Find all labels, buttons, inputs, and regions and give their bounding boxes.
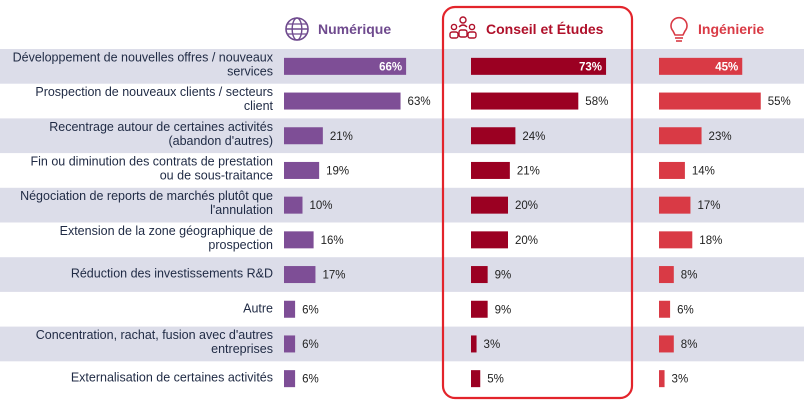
bar-numerique: [284, 57, 407, 75]
people-network-icon: [449, 16, 477, 39]
value-label-conseil-et-etudes: 20%: [515, 235, 538, 247]
row-label: Fin ou diminution des contrats de presta…: [31, 154, 274, 182]
header-numerique: Numérique: [285, 17, 391, 41]
bar-numerique: [284, 161, 320, 179]
header-ingenierie: Ingénierie: [670, 16, 764, 42]
bar-conseil-et-etudes: [471, 370, 481, 388]
value-label-ingenierie: 14%: [692, 165, 715, 177]
row-label: Prospection de nouveaux clients / secteu…: [35, 85, 273, 113]
bar-ingenierie: [659, 231, 693, 249]
bar-numerique: [284, 370, 296, 388]
bar-conseil-et-etudes: [471, 161, 510, 179]
bar-numerique: [284, 335, 296, 353]
bars: [284, 57, 761, 388]
header-label-numerique: Numérique: [318, 21, 391, 37]
value-label-conseil-et-etudes: 20%: [515, 200, 538, 212]
bar-conseil-et-etudes: [471, 335, 477, 353]
bar-ingenierie: [659, 266, 674, 284]
column-headers: Numérique Conseil et Études Ingénierie: [285, 16, 764, 42]
value-label-numerique: 6%: [302, 339, 319, 351]
bar-ingenierie: [659, 300, 671, 318]
header-conseil: Conseil et Études: [449, 16, 604, 39]
bar-ingenierie: [659, 335, 674, 353]
bar-numerique: [284, 231, 314, 249]
row-label: Réduction des investissements R&D: [71, 267, 273, 281]
row-label: Recentrage autour de certaines activités…: [49, 120, 273, 148]
row-label: Extension de la zone géographique de pros…: [60, 224, 273, 252]
value-label-numerique: 63%: [408, 96, 431, 108]
value-label-conseil-et-etudes: 73%: [579, 61, 602, 73]
value-label-conseil-et-etudes: 3%: [484, 339, 501, 351]
value-label-ingenierie: 8%: [681, 339, 698, 351]
highlight-box: [441, 5, 634, 400]
value-label-ingenierie: 3%: [672, 374, 689, 386]
value-label-numerique: 6%: [302, 374, 319, 386]
header-label-conseil: Conseil et Études: [486, 21, 604, 37]
header-label-ingenierie: Ingénierie: [698, 21, 764, 37]
value-label-ingenierie: 23%: [709, 131, 732, 143]
bar-conseil-et-etudes: [471, 57, 607, 75]
row-labels: Développement de nouvelles offres / nouv…: [13, 50, 274, 384]
bar-ingenierie: [659, 196, 691, 214]
value-labels: 66% 63% 21% 19% 10% 16% 17% 6% 6% 6% 73% 58% 24% 21% 2…: [302, 61, 791, 385]
value-label-conseil-et-etudes: 24%: [522, 131, 545, 143]
bar-ingenierie: [659, 161, 685, 179]
row-label: Autre: [243, 301, 273, 315]
bar-numerique: [284, 127, 323, 145]
bar-ingenierie: [659, 57, 743, 75]
highlight-frame: [441, 5, 634, 400]
bar-ingenierie: [659, 127, 702, 145]
bar-numerique: [284, 300, 296, 318]
value-label-ingenierie: 55%: [768, 96, 791, 108]
bar-numerique: [284, 196, 303, 214]
bar-conseil-et-etudes: [471, 266, 488, 284]
bar-conseil-et-etudes: [471, 92, 579, 110]
bar-conseil-et-etudes: [471, 300, 488, 318]
globe-icon: [285, 17, 309, 41]
value-label-numerique: 19%: [326, 165, 349, 177]
value-label-numerique: 21%: [330, 131, 353, 143]
row-label: Développement de nouvelles offres / nouv…: [13, 50, 274, 78]
bar-conseil-et-etudes: [471, 127, 516, 145]
value-label-ingenierie: 45%: [715, 61, 738, 73]
bar-numerique: [284, 92, 401, 110]
value-label-conseil-et-etudes: 58%: [585, 96, 608, 108]
bar-ingenierie: [659, 370, 665, 388]
value-label-numerique: 17%: [322, 270, 345, 282]
row-label: Concentration, rachat, fusion avec d'aut…: [36, 328, 273, 356]
value-label-conseil-et-etudes: 21%: [517, 165, 540, 177]
bar-ingenierie: [659, 92, 761, 110]
row-label: Externalisation de certaines activités: [71, 371, 273, 385]
value-label-ingenierie: 6%: [677, 304, 694, 316]
value-label-ingenierie: 17%: [697, 200, 720, 212]
row-label: Négociation de reports de marchés plutôt…: [20, 189, 273, 217]
value-label-ingenierie: 18%: [699, 235, 722, 247]
value-label-conseil-et-etudes: 9%: [495, 270, 512, 282]
value-label-numerique: 10%: [310, 200, 333, 212]
value-label-numerique: 66%: [379, 61, 402, 73]
value-label-numerique: 16%: [321, 235, 344, 247]
value-label-conseil-et-etudes: 5%: [487, 374, 504, 386]
bar-numerique: [284, 266, 316, 284]
value-label-numerique: 6%: [302, 304, 319, 316]
lightbulb-icon: [670, 16, 688, 42]
value-label-ingenierie: 8%: [681, 270, 698, 282]
bar-conseil-et-etudes: [471, 196, 508, 214]
value-label-conseil-et-etudes: 9%: [495, 304, 512, 316]
bar-conseil-et-etudes: [471, 231, 508, 249]
